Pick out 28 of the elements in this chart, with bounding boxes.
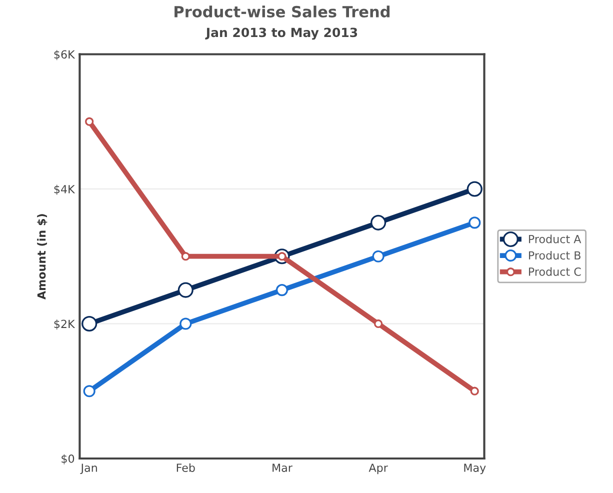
chart-subtitle: Jan 2013 to May 2013: [205, 28, 358, 40]
point: [180, 318, 192, 330]
point: [276, 284, 288, 296]
y-tick-label: $2K: [54, 320, 76, 330]
y-tick-label: $4K: [54, 184, 76, 195]
y-tick-label: $6K: [54, 50, 76, 60]
point: [372, 250, 384, 262]
point: [178, 282, 194, 298]
x-tick-label: Apr: [368, 464, 388, 474]
x-tick-label: May: [464, 464, 486, 474]
point: [470, 386, 479, 396]
point: [181, 252, 190, 261]
point: [82, 316, 98, 332]
point: [466, 181, 482, 197]
point: [85, 117, 94, 126]
chart-title: Product-wise Sales Trend: [174, 6, 390, 18]
legend-label: Product B: [529, 250, 580, 260]
y-axis-title: Amount (in $): [37, 214, 48, 300]
x-tick-label: Feb: [176, 463, 195, 472]
legend-label: Product C: [529, 267, 581, 276]
x-tick-label: Jan: [80, 464, 97, 474]
x-tick-label: Mar: [272, 464, 292, 472]
point: [370, 214, 386, 230]
point: [83, 385, 96, 398]
y-tick-label: $0: [62, 454, 74, 464]
point: [374, 319, 383, 328]
point: [468, 216, 481, 229]
legend-label: Product A: [529, 234, 582, 244]
